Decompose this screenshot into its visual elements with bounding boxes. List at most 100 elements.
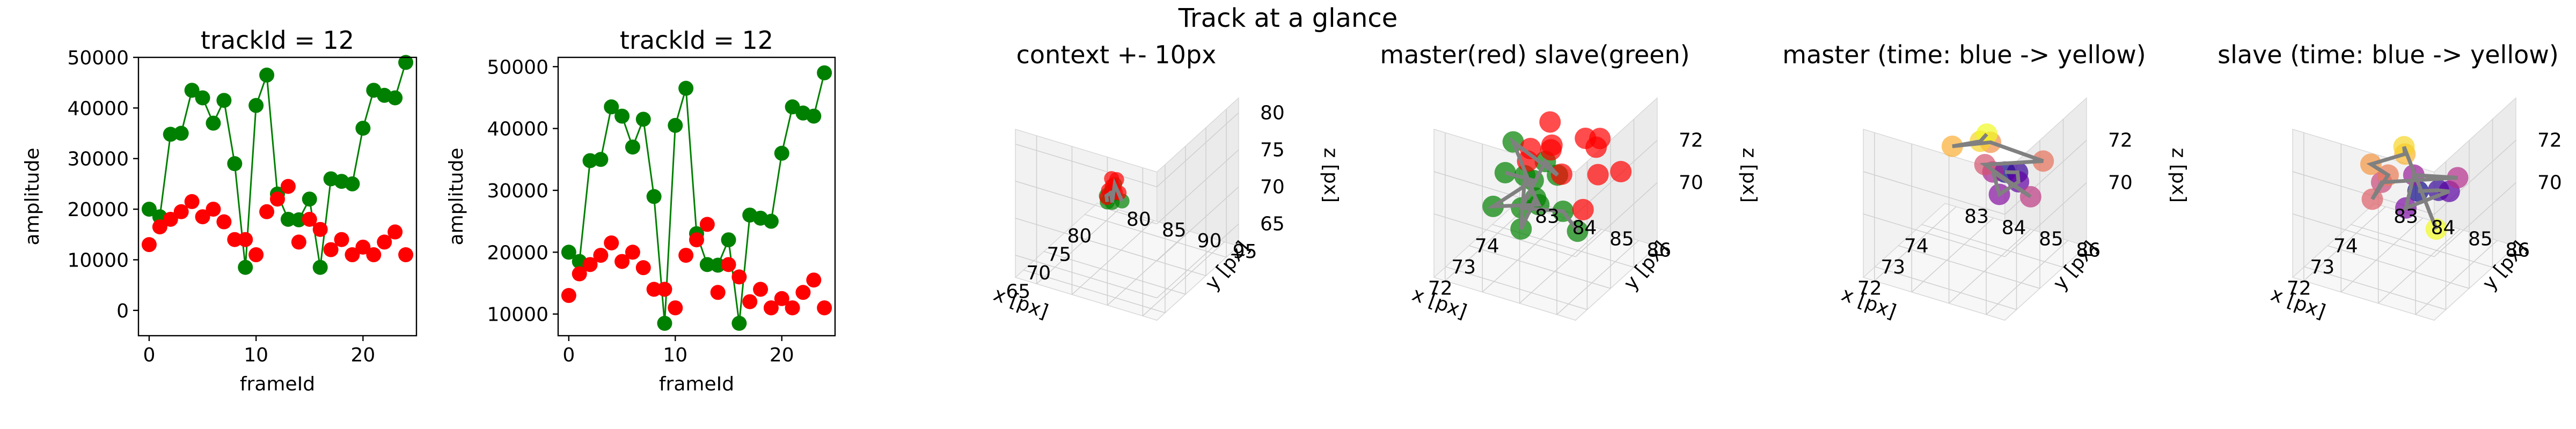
panel2-series1-point — [710, 257, 726, 273]
panel1-series2-point — [377, 234, 392, 250]
panel1-series1-point — [398, 55, 414, 70]
panel5-z-tick-label: 72 — [2108, 130, 2133, 152]
panel1-x-tick-label: 10 — [244, 344, 268, 366]
panel5-y-tick-label: 85 — [2039, 228, 2063, 250]
panel4-grid-line — [1433, 171, 1576, 215]
panel3-grid-line — [1085, 214, 1227, 258]
panel4-grid-line — [1482, 217, 1564, 293]
panel1-series1-point — [173, 125, 189, 141]
panel5-z-axis-label: z [px] — [2168, 148, 2190, 203]
panel2-series1-point — [668, 117, 683, 133]
panel1-series2-point — [387, 224, 403, 240]
panel4-grid-line — [1556, 240, 1639, 315]
panel6-x-tick-label: 73 — [2310, 256, 2334, 278]
panel2-y-axis-label: amplitude — [445, 148, 467, 246]
panel6-y-tick-label: 84 — [2431, 217, 2456, 239]
panel1-series2-point — [312, 221, 328, 237]
panel1-series1-point — [216, 93, 232, 108]
panel1-series2-point — [259, 204, 275, 219]
panel6-grid-line — [2378, 228, 2461, 304]
panel4-z-tick-label: 70 — [1679, 172, 1703, 194]
panel1-series1-point — [312, 260, 328, 275]
panel4-z-tick-label: 72 — [1679, 130, 1703, 152]
panel2-series2-point — [763, 300, 779, 316]
panel2-series2-point — [614, 254, 630, 269]
panel4-pane — [1433, 203, 1658, 321]
panel6-x-tick-label: 72 — [2287, 278, 2311, 300]
panel5-grid-line — [1874, 206, 1957, 282]
panel1-series2-point — [280, 179, 296, 194]
panel1-series1-point — [280, 211, 296, 227]
panel4-point — [1585, 136, 1607, 158]
figure-suptitle: Track at a glance — [1178, 3, 1398, 33]
panel6-grid-line — [2351, 224, 2493, 268]
panel2-frame — [557, 56, 836, 337]
panel5-title: master (time: blue -> yellow) — [1782, 40, 2146, 69]
panel1-series1-point — [345, 176, 360, 191]
panel2-series2-point — [593, 248, 609, 263]
panel2-series2-point — [657, 282, 672, 297]
panel3-grid-line — [1157, 186, 1239, 262]
panel4-grid-line — [1575, 182, 1658, 257]
panel3-grid-line — [1044, 251, 1186, 295]
panel3-pane — [1014, 203, 1240, 321]
panel2-series2-point — [699, 217, 715, 232]
panel1-y-tick-label: 50000 — [67, 47, 129, 69]
panel6-grid-line — [2415, 240, 2498, 315]
panel3-grid-line — [1107, 231, 1190, 306]
panel2-series2-point — [753, 282, 769, 297]
panel4-grid-line — [1433, 213, 1576, 257]
panel2-y-tick-label: 10000 — [487, 304, 548, 326]
panel2-series2-point — [710, 285, 726, 300]
panel3-x-tick-label: 70 — [1026, 262, 1051, 284]
panel5-x-tick-label: 73 — [1880, 256, 1905, 278]
panel4-x-tick-label: 73 — [1451, 256, 1476, 278]
panel3-grid-line — [1157, 149, 1239, 225]
panel2-y-tick-label: 20000 — [487, 242, 548, 264]
panel1-y-tick-label: 20000 — [67, 199, 129, 221]
panel2-series1-point — [657, 315, 672, 331]
panel3-grid-line — [1157, 223, 1239, 299]
panel1-series2-point — [355, 239, 371, 255]
panel1-series2-point — [270, 191, 285, 207]
panel3-z-tick-label: 75 — [1260, 139, 1285, 161]
panel1-x-axis-label: frameId — [240, 373, 315, 395]
panel4-y-tick-label: 84 — [1572, 217, 1597, 239]
panel1-series2-point — [195, 209, 210, 225]
panel3-x-tick-label: 80 — [1067, 225, 1092, 247]
panel1-y-tick-label: 40000 — [67, 98, 129, 120]
panel4-y-tick-label: 83 — [1535, 205, 1560, 227]
panel3-z-axis-label: z [px] — [1320, 148, 1342, 203]
panel2-y-tick-label: 50000 — [487, 56, 548, 78]
panel2-series1-point — [731, 315, 747, 331]
panel1-series2-point — [216, 214, 232, 230]
panel1-series1-point — [195, 90, 210, 106]
panel5-grid-line — [1921, 224, 2063, 268]
panel6-grid-line — [2303, 206, 2386, 282]
panel1-series1-point — [387, 90, 403, 106]
panel6-title: slave (time: blue -> yellow) — [2218, 40, 2559, 69]
panel2-series1-point — [763, 213, 779, 229]
panel1-series2-point — [398, 247, 414, 263]
panel4-y-tick-label: 86 — [1646, 239, 1671, 261]
panel6-track-line — [2366, 146, 2458, 230]
panel6-x-tick-label: 74 — [2333, 235, 2358, 257]
panel2-series1-point — [721, 232, 736, 248]
panel1-series1-point — [184, 83, 200, 98]
panel4-track-line — [1486, 136, 1579, 233]
panel6-y-tick-label: 85 — [2468, 228, 2493, 250]
panel1-x-tick-label: 0 — [143, 344, 155, 366]
panel2-title: trackId = 12 — [620, 26, 773, 55]
panel1-series1-point — [259, 68, 275, 83]
panel6-pane — [2292, 203, 2517, 321]
panel2-series2-point — [785, 300, 800, 316]
panel1-series2-point — [345, 247, 360, 263]
panel1-series2-point — [173, 204, 189, 219]
panel2-series2-point — [806, 272, 822, 288]
panel2-series2-point — [689, 232, 704, 248]
panel4-x-tick-label: 74 — [1475, 235, 1499, 257]
panel5-grid-line — [1863, 171, 2005, 215]
panel6-y-tick-label: 83 — [2394, 205, 2418, 227]
